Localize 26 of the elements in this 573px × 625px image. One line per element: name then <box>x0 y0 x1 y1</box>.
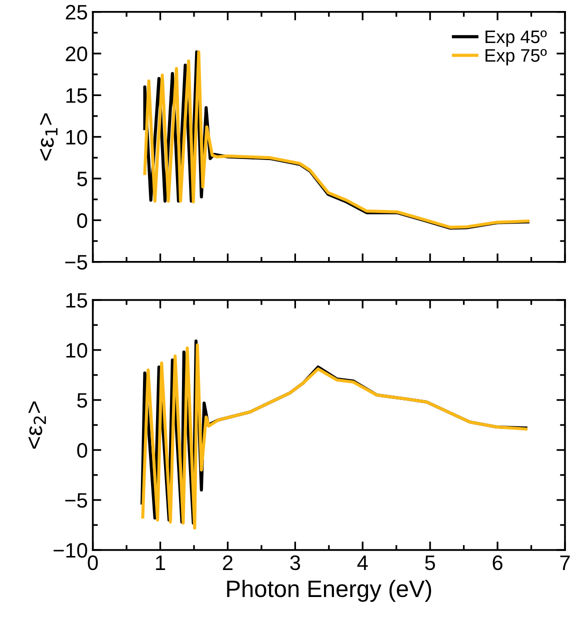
x-tick-label: 4 <box>357 556 368 570</box>
y-tick-label: 5 <box>77 393 88 408</box>
x-tick-label: 1 <box>156 556 166 570</box>
y-tick-label: 20 <box>66 46 88 62</box>
x-tick-label: 6 <box>492 555 502 570</box>
y-tick-label: 0 <box>77 443 88 458</box>
y-tick-label: −5 <box>65 255 88 270</box>
y-axis-title: <ε$_{2}$> <box>28 401 46 449</box>
x-tick-label: 5 <box>425 556 435 570</box>
y-tick-label: 5 <box>77 172 88 186</box>
legend-label: Exp 45º <box>486 30 547 47</box>
x-tick-label: 2 <box>222 555 232 570</box>
y-tick-label: 15 <box>66 88 88 103</box>
x-tick-label: 7 <box>560 556 570 570</box>
y-tick-label: 0 <box>77 213 88 228</box>
x-tick-label: 3 <box>290 555 300 570</box>
y-tick-label: −5 <box>65 493 88 508</box>
y-tick-label: 10 <box>66 343 88 358</box>
y-tick-label: −10 <box>54 543 88 558</box>
y-axis-title: <ε$_{1}$> <box>40 113 58 160</box>
y-tick-label: 15 <box>66 293 88 308</box>
y-tick-label: 25 <box>66 4 88 20</box>
x-axis-title: Photon Energy (eV) <box>227 580 432 602</box>
x-tick-label: 0 <box>88 555 98 570</box>
legend-label: Exp 75º <box>486 49 547 66</box>
y-tick-label: 10 <box>66 130 88 145</box>
